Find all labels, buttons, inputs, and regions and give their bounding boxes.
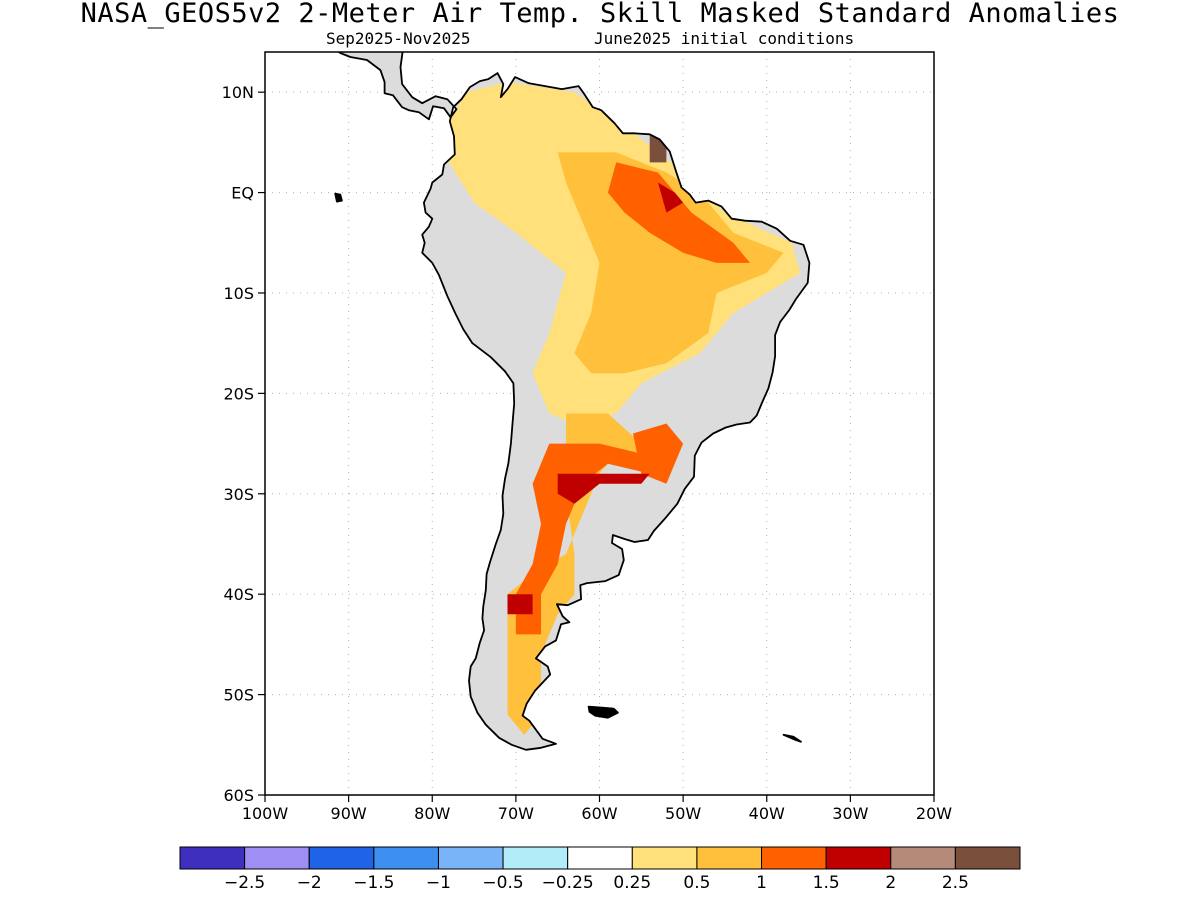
colorbar-swatch bbox=[954, 846, 1021, 870]
forecast-period: Sep2025-Nov2025 bbox=[326, 29, 471, 48]
colorbar-swatch bbox=[244, 846, 310, 870]
lat-tick-label: 10N bbox=[222, 83, 254, 102]
colorbar-label: −2 bbox=[297, 873, 322, 893]
lat-tick-label: 20S bbox=[223, 384, 254, 403]
anomaly-region-2p5 bbox=[649, 132, 667, 163]
lat-tick-label: 30S bbox=[223, 485, 254, 504]
lon-tick-label: 100W bbox=[242, 804, 289, 823]
colorbar-label: −0.25 bbox=[542, 873, 594, 893]
anomaly-region-1 bbox=[557, 152, 784, 374]
colorbar-swatch bbox=[631, 846, 698, 870]
coastlines bbox=[334, 52, 811, 751]
colorbar-label: 0.5 bbox=[683, 873, 710, 893]
colorbar-label: 2 bbox=[885, 873, 896, 893]
colorbar-swatch bbox=[696, 846, 763, 870]
lat-tick-label: 10S bbox=[223, 284, 254, 303]
colorbar-swatch bbox=[567, 846, 633, 870]
anomaly-region-2 bbox=[557, 473, 650, 504]
colorbar-label: 0.25 bbox=[613, 873, 651, 893]
colorbar-swatch bbox=[373, 846, 439, 870]
anomaly-shading bbox=[449, 82, 801, 735]
lat-tick-label: 50S bbox=[223, 686, 254, 705]
lon-tick-label: 80W bbox=[414, 804, 450, 823]
colorbar-swatch bbox=[761, 846, 827, 870]
anomaly-region-1p5 bbox=[633, 423, 684, 484]
colorbar: −2.5 −2 −1.5 −1 −0.5 −0.25 0.25 0.5 1 1.5 2 2.5 bbox=[179, 846, 1021, 893]
lon-tick-label: 50W bbox=[665, 804, 701, 823]
lon-tick-label: 20W bbox=[916, 804, 952, 823]
lon-tick-label: 60W bbox=[581, 804, 617, 823]
anomaly-region-1p5 bbox=[607, 162, 750, 263]
latitude-axis: 10N EQ 10S 20S 30S 40S 50S 60S bbox=[222, 83, 265, 805]
colorbar-label: −0.5 bbox=[482, 873, 523, 893]
colorbar-label: 1 bbox=[756, 873, 767, 893]
colorbar-swatch bbox=[890, 846, 956, 870]
colorbar-swatch bbox=[179, 846, 246, 870]
lat-tick-label: 40S bbox=[223, 585, 254, 604]
falklands-coastline bbox=[587, 705, 619, 719]
lat-tick-label: EQ bbox=[231, 184, 254, 203]
central-america-coastline bbox=[337, 52, 458, 121]
colorbar-label: 2.5 bbox=[942, 873, 969, 893]
initial-conditions: June2025 initial conditions bbox=[594, 29, 855, 48]
colorbar-label: −1.5 bbox=[353, 873, 394, 893]
colorbar-swatch bbox=[437, 846, 504, 870]
south-america-coastline bbox=[421, 72, 811, 751]
anomaly-region-2 bbox=[658, 182, 684, 213]
colorbar-label: 1.5 bbox=[813, 873, 840, 893]
map-title: NASA_GEOS5v2 2-Meter Air Temp. Skill Mas… bbox=[80, 0, 1120, 29]
colorbar-swatch bbox=[308, 846, 375, 870]
anomaly-region-1p5 bbox=[515, 443, 650, 635]
galapagos-coastline bbox=[334, 192, 343, 203]
colorbar-label: −1 bbox=[426, 873, 451, 893]
colorbar-swatch bbox=[502, 846, 569, 870]
lon-tick-label: 40W bbox=[749, 804, 785, 823]
lon-tick-label: 30W bbox=[832, 804, 868, 823]
colorbar-swatch bbox=[825, 846, 892, 870]
colorbar-label: −2.5 bbox=[224, 873, 265, 893]
anomaly-region-2 bbox=[507, 594, 533, 615]
lon-tick-label: 70W bbox=[498, 804, 534, 823]
lat-tick-label: 60S bbox=[223, 786, 254, 805]
lon-tick-label: 90W bbox=[331, 804, 367, 823]
south-georgia-coastline bbox=[782, 733, 802, 743]
longitude-axis: 100W 90W 80W 70W 60W 50W 40W 30W 20W bbox=[242, 795, 952, 823]
